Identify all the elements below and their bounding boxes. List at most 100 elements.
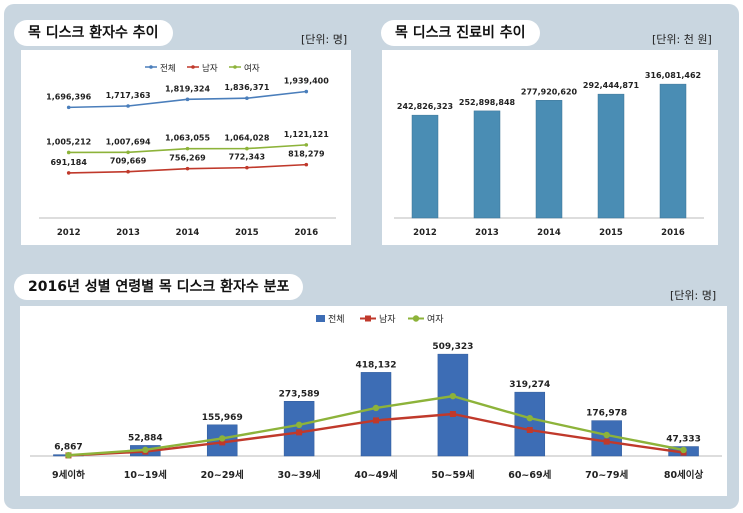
legend-marker-total: [149, 65, 153, 69]
data-label-female: 1,007,694: [106, 137, 151, 146]
data-point-female: [126, 150, 130, 155]
cost-bar: [597, 93, 625, 219]
data-label-female: 1,063,055: [165, 134, 210, 143]
x-tick-label: 2012: [57, 228, 81, 238]
legend-label-female: 여자: [427, 313, 444, 325]
data-point-female: [680, 446, 687, 454]
data-point-male: [449, 411, 456, 417]
patients-trend-panel: 전체 남자 여자 2012 2013 2014 2015 2016 1,696,396 1,717…: [21, 50, 351, 245]
patients-trend-title: 목 디스크 환자수 추이: [14, 20, 173, 46]
data-label-total: 1,939,400: [284, 77, 329, 86]
x-tick-label: 2013: [116, 228, 140, 238]
data-point-male: [245, 165, 249, 170]
age-data-label: 47,333: [666, 435, 701, 445]
x-tick-label: 2015: [235, 228, 259, 238]
data-point-female: [66, 150, 71, 155]
x-tick-label: 10~19세: [124, 469, 167, 481]
cost-data-label: 252,898,848: [459, 98, 516, 107]
data-label-female: 1,064,028: [224, 134, 269, 143]
legend-label-male: 남자: [379, 314, 396, 325]
age-bar: [591, 420, 622, 457]
data-point-female: [526, 414, 533, 422]
data-point-total: [185, 97, 190, 102]
data-point-female: [603, 431, 610, 439]
cost-data-label: 316,081,462: [645, 71, 701, 80]
data-point-male: [296, 429, 303, 436]
cost-data-label: 277,920,620: [521, 87, 578, 96]
x-tick-label: 2014: [537, 228, 561, 238]
data-point-male: [126, 169, 130, 174]
x-tick-label: 2014: [176, 228, 200, 238]
age-data-label: 6,867: [54, 443, 82, 453]
age-distribution-title: 2016년 성별 연령별 목 디스크 환자수 분포: [14, 274, 304, 300]
x-tick-label: 30~39세: [278, 469, 321, 481]
data-label-female: 1,121,121: [284, 130, 329, 139]
age-data-label: 319,274: [509, 380, 550, 390]
cost-trend-panel: 242,826,323 2012 252,898,848 2013 277,920,62…: [382, 50, 718, 245]
data-point-female: [245, 146, 249, 151]
x-tick-label: 2016: [661, 228, 685, 238]
data-point-female: [219, 435, 226, 442]
legend-marker-male: [365, 315, 371, 322]
data-label-female: 1,005,212: [46, 137, 91, 146]
cost-data-label: 292,444,871: [583, 81, 640, 90]
legend-marker-female: [412, 315, 420, 322]
x-tick-label: 2015: [599, 228, 623, 238]
data-label-male: 756,269: [169, 154, 206, 163]
age-distribution-chart: 전체 남자 여자 6,867 9세이하 52,884 10~19세 155,969 20~29세…: [30, 313, 722, 481]
age-data-label: 155,969: [202, 413, 243, 423]
data-point-total: [66, 105, 71, 110]
data-label-male: 818,279: [288, 150, 325, 159]
x-tick-label: 50~59세: [431, 469, 474, 481]
data-label-total: 1,819,324: [165, 84, 210, 93]
data-point-female: [295, 421, 303, 429]
data-label-total: 1,696,396: [46, 92, 91, 101]
data-point-total: [126, 104, 130, 108]
cost-trend-chart: 242,826,323 2012 252,898,848 2013 277,920,62…: [394, 71, 704, 238]
age-bar: [437, 353, 469, 457]
age-data-label: 418,132: [356, 360, 397, 370]
cost-bar: [473, 110, 501, 219]
legend-label-total: 전체: [160, 63, 176, 74]
cost-trend-title: 목 디스크 진료비 추이: [381, 20, 540, 46]
data-label-male: 772,343: [229, 153, 265, 162]
legend-marker-female: [233, 65, 237, 69]
data-label-male: 691,184: [50, 158, 87, 167]
data-point-male: [185, 166, 190, 171]
cost-data-label: 242,826,323: [397, 102, 453, 111]
age-data-label: 509,323: [432, 342, 473, 352]
x-tick-label: 70~79세: [585, 469, 628, 481]
x-tick-label: 2012: [413, 228, 437, 238]
age-bar: [283, 401, 315, 457]
data-point-male: [304, 162, 309, 167]
x-tick-label: 2016: [294, 228, 318, 238]
patients-trend-chart: 전체 남자 여자 2012 2013 2014 2015 2016 1,696,396 1,717…: [39, 63, 336, 238]
data-point-male: [526, 427, 533, 433]
data-point-female: [65, 452, 72, 459]
x-tick-label: 9세이하: [52, 469, 85, 481]
x-tick-label: 60~69세: [508, 469, 551, 481]
legend-label-male: 남자: [202, 64, 218, 74]
data-point-female: [142, 446, 149, 454]
data-point-female: [449, 392, 457, 400]
patients-trend-unit: [단위: 명]: [301, 33, 348, 46]
age-distribution-panel: 전체 남자 여자 6,867 9세이하 52,884 10~19세 155,969 20~29세…: [20, 306, 727, 496]
x-tick-label: 20~29세: [201, 469, 244, 481]
data-point-total: [304, 89, 309, 94]
cost-bar: [411, 114, 439, 219]
data-label-total: 1,717,363: [106, 91, 151, 100]
data-point-male: [219, 439, 226, 446]
age-data-label: 273,589: [279, 389, 320, 399]
data-point-female: [372, 404, 380, 412]
cost-trend-unit: [단위: 천 원]: [652, 33, 712, 46]
legend-label-female: 여자: [244, 63, 260, 74]
x-tick-label: 80세이상: [664, 469, 704, 481]
data-point-male: [603, 438, 610, 445]
age-data-label: 52,884: [128, 433, 163, 443]
x-tick-label: 40~49세: [354, 469, 397, 481]
data-point-male: [66, 171, 71, 175]
legend-label-total: 전체: [328, 314, 345, 325]
legend-marker-male: [191, 65, 195, 69]
cost-bar: [659, 83, 687, 219]
age-bar: [360, 372, 392, 457]
